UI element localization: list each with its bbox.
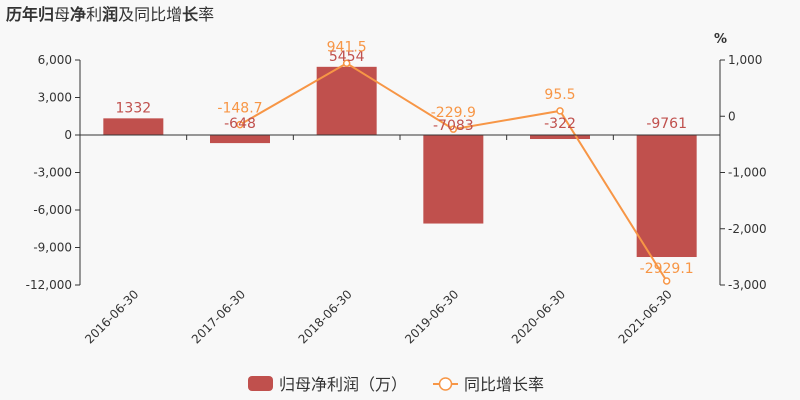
title-part-4: 利 [86, 5, 102, 24]
y-left-tick-label: 0 [64, 128, 72, 142]
y-right-tick-label: 0 [728, 109, 736, 123]
line-value-label: -2929.1 [640, 261, 694, 277]
legend[interactable]: 归母净利润（万） 同比增长率 [248, 375, 544, 394]
x-tick-label: 2016-06-30 [82, 287, 141, 346]
title-part-6: 及同比增 [118, 5, 182, 24]
line-value-label: -148.7 [217, 101, 262, 117]
y-left-tick-label: -12,000 [26, 278, 72, 292]
growth-point [556, 107, 564, 115]
line-value-label: 941.5 [327, 39, 367, 55]
growth-point [449, 125, 458, 133]
bar-value-label: 5454 [329, 49, 365, 65]
y-right-tick-label: -3,000 [728, 278, 767, 292]
growth-point [342, 59, 351, 68]
x-tick-label: 2021-06-30 [616, 287, 675, 346]
x-tick-label: 2017-06-30 [189, 287, 248, 346]
y-right-tick-label: -2,000 [728, 222, 767, 236]
bar-value-label: -322 [544, 116, 576, 132]
chart-title: 历年归母净利润及同比增长率 [6, 5, 214, 24]
legend-line-label: 同比增长率 [464, 375, 544, 394]
growth-point [236, 120, 244, 129]
y-left-tick-label: -6,000 [33, 203, 72, 217]
title-part-5: 润 [102, 5, 118, 24]
legend-bar-swatch [248, 376, 273, 391]
title-part-1: 归 [38, 5, 54, 24]
y-left-tick-label: 3,000 [38, 91, 72, 105]
line-series [236, 59, 671, 285]
title-part-3: 净 [70, 5, 86, 24]
title-part-0: 历年 [6, 5, 38, 24]
legend-line-marker [438, 377, 453, 391]
legend-bar-label: 归母净利润（万） [279, 375, 407, 394]
data-labels: 1332 -648 5454 -7083 -322 -9761 -148.7 941.5 -22… [116, 39, 694, 277]
bar [210, 135, 270, 144]
y-left-tick-label: 6,000 [38, 53, 72, 67]
line-value-label: -229.9 [431, 105, 476, 121]
growth-point [662, 277, 671, 285]
y-left-tick-label: -9,000 [33, 241, 72, 255]
bar [103, 118, 164, 135]
bar-value-label: 1332 [116, 100, 152, 116]
title-part-8: 率 [198, 5, 214, 24]
bar [423, 135, 484, 224]
title-part-2: 母 [54, 5, 70, 24]
bar [530, 135, 590, 140]
y-left-tick-label: -3,000 [33, 166, 72, 180]
title-part-7: 长 [182, 5, 199, 24]
bar-value-label: -9761 [646, 116, 687, 132]
bar-value-label: -7083 [433, 118, 474, 134]
y-right-unit: % [714, 32, 727, 47]
bar-series [103, 66, 697, 258]
x-tick-label: 2018-06-30 [296, 287, 355, 346]
bar-value-label: -648 [224, 116, 256, 132]
bar [316, 66, 377, 135]
x-tick-label: 2019-06-30 [402, 287, 461, 346]
y-right-tick-label: -1,000 [728, 166, 767, 180]
bar [636, 135, 697, 258]
y-right-tick-label: 1,000 [728, 53, 762, 67]
x-tick-label: 2020-06-30 [509, 287, 568, 346]
line-value-label: 95.5 [544, 87, 575, 103]
